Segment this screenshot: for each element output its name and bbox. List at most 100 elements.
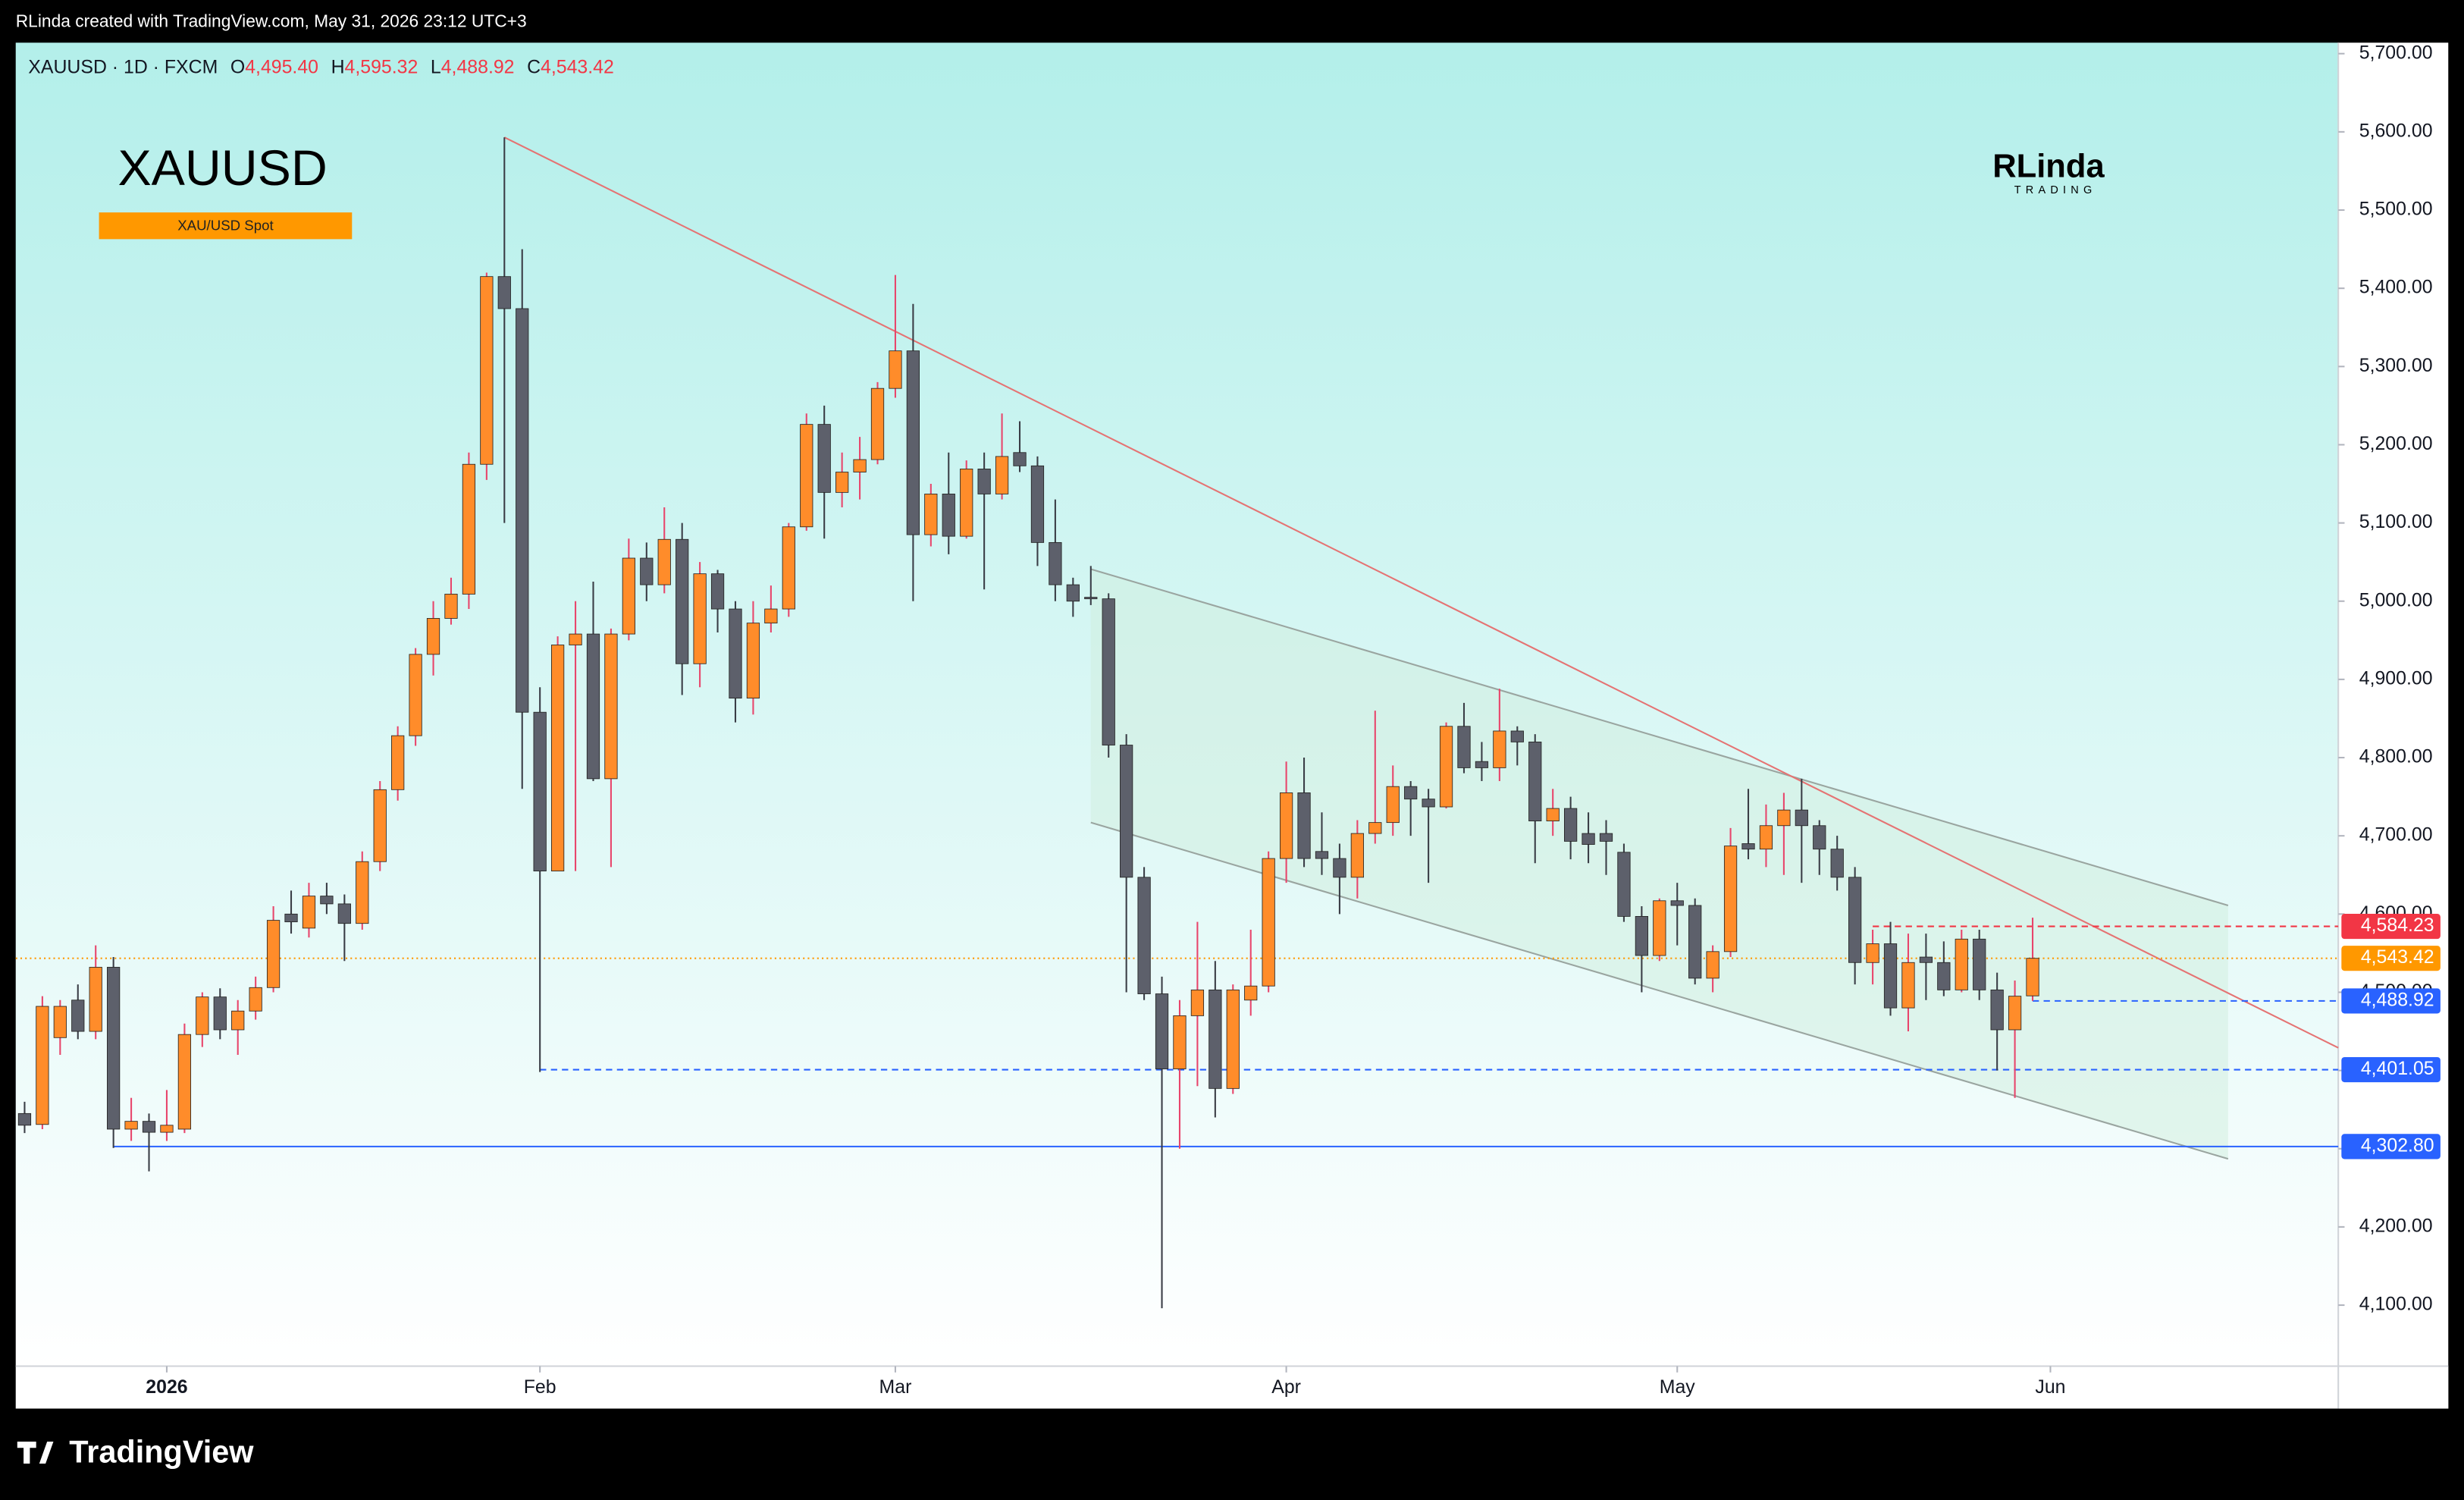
candle-body: [480, 276, 494, 465]
candle-body: [373, 789, 387, 862]
candle-body: [89, 967, 102, 1032]
l-label: L: [431, 56, 441, 77]
price-label: 4,401.05: [2361, 1058, 2434, 1079]
y-tick-label: 5,400.00: [2359, 277, 2433, 298]
candle-body: [1315, 851, 1329, 859]
candle-body: [586, 633, 600, 780]
y-tick-label: 4,800.00: [2359, 746, 2433, 767]
tag-box: [99, 212, 353, 240]
x-tick-label: May: [1660, 1376, 1696, 1398]
candle-body: [1350, 833, 1364, 878]
y-tick-label: 5,600.00: [2359, 120, 2433, 141]
candle-body: [1653, 900, 1666, 956]
symbol-title: XAUUSD: [118, 140, 327, 196]
candle-body: [657, 538, 671, 585]
candle-body: [1333, 858, 1346, 878]
candle-body: [1155, 993, 1169, 1069]
o-label: O: [230, 56, 245, 77]
candle-body: [800, 424, 813, 528]
x-tick-label: Mar: [879, 1376, 912, 1398]
price-label: 4,543.42: [2361, 946, 2434, 968]
candle-body: [302, 896, 316, 929]
footer-logo: TradingView: [17, 1434, 254, 1470]
candle-body: [320, 896, 334, 905]
candle-body: [1226, 989, 1240, 1089]
y-tick-label: 5,500.00: [2359, 199, 2433, 220]
candle-body: [853, 459, 867, 472]
candle-body: [640, 557, 654, 585]
price-label-box: [2341, 946, 2440, 971]
symbol: XAUUSD · 1D · FXCM: [28, 56, 218, 77]
y-tick-label: 4,900.00: [2359, 667, 2433, 689]
y-tick-label: 5,100.00: [2359, 511, 2433, 532]
candle-body: [1208, 989, 1222, 1089]
layer: [15, 137, 2339, 1309]
candle-body: [977, 469, 991, 494]
candle-body: [1582, 833, 1595, 845]
y-tick-label: 4,700.00: [2359, 824, 2433, 846]
candle-body: [1848, 877, 1862, 963]
c-label: C: [527, 56, 541, 77]
candle-body: [817, 424, 831, 493]
candle-body: [391, 735, 405, 790]
price-label: 4,584.23: [2361, 915, 2434, 936]
candle-body: [231, 1010, 245, 1031]
price-axis: [2338, 42, 2449, 1409]
candle-body: [746, 623, 760, 699]
candle-body: [213, 996, 227, 1031]
price-label-box: [2341, 1056, 2440, 1083]
candle-body: [764, 608, 778, 624]
price-label: 4,302.80: [2361, 1134, 2434, 1156]
candle-body: [142, 1121, 156, 1133]
candle-body: [124, 1121, 138, 1130]
candle-body: [1795, 809, 1808, 827]
candle-body: [1510, 730, 1524, 742]
candle-body: [284, 913, 298, 923]
candle-body: [1049, 541, 1062, 585]
candle-body: [550, 645, 565, 872]
candle-body: [53, 1006, 67, 1038]
candle-body: [1084, 597, 1098, 600]
candle-body: [1670, 900, 1684, 906]
candle-body: [1990, 989, 2004, 1031]
candle-body: [729, 608, 742, 699]
candle-body: [1866, 943, 1879, 963]
candle-body: [497, 276, 511, 309]
candle-body: [1955, 938, 1968, 990]
candle-body: [942, 494, 955, 537]
price-label-box: [2341, 1134, 2440, 1160]
candle-body: [426, 618, 440, 655]
candle-body: [1777, 809, 1791, 827]
channel-line: [1090, 821, 2229, 1160]
candle-body: [1493, 730, 1506, 768]
y-tick-label: 4,100.00: [2359, 1294, 2433, 1315]
candle-body: [17, 1112, 32, 1126]
candle-body: [2008, 996, 2022, 1031]
candle-body: [1102, 598, 1115, 745]
candle-body: [924, 494, 938, 535]
candle-body: [107, 967, 121, 1130]
logo-mark: [17, 1441, 54, 1464]
candle-body: [1830, 849, 1844, 878]
candle-body: [1137, 877, 1151, 994]
candle-body: [516, 308, 529, 713]
candle-body: [356, 861, 369, 924]
c-value: 4,543.42: [541, 56, 614, 77]
candle-body: [604, 633, 618, 780]
candle-body: [960, 469, 973, 537]
price-label-box: [2341, 988, 2440, 1014]
candle-body: [693, 573, 707, 664]
candle-body: [1368, 822, 1382, 834]
candle-body: [196, 996, 209, 1035]
candle-body: [533, 711, 547, 872]
candle-body: [462, 463, 476, 595]
candle-body: [36, 1006, 49, 1125]
candle-body: [1599, 833, 1613, 842]
candle-body: [1173, 1015, 1187, 1069]
candle-body: [1013, 452, 1027, 466]
candle-body: [1457, 726, 1471, 768]
y-tick-label: 5,300.00: [2359, 355, 2433, 376]
footer-text: TradingView: [69, 1434, 254, 1470]
candle-body: [1706, 951, 1719, 979]
